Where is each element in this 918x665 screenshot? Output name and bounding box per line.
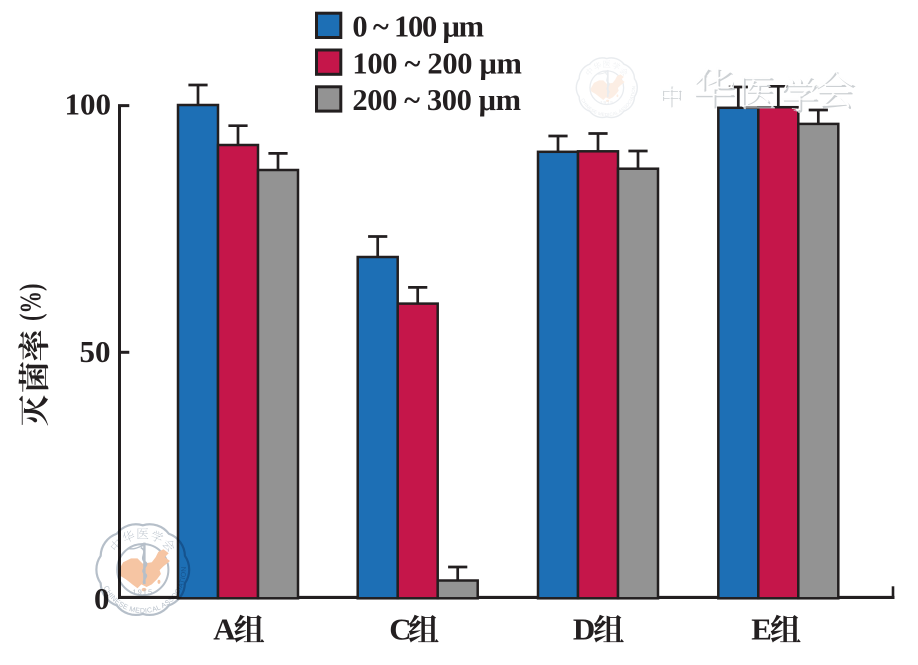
- svg-text:100: 100: [65, 87, 112, 122]
- svg-text:0 ~ 100 μm: 0 ~ 100 μm: [352, 10, 484, 44]
- svg-text:C: C: [389, 611, 411, 646]
- svg-text:1915: 1915: [132, 588, 153, 597]
- svg-text:200 ~ 300 μm: 200 ~ 300 μm: [352, 83, 521, 117]
- svg-text:0: 0: [94, 581, 110, 616]
- svg-text:1915: 1915: [600, 100, 614, 106]
- svg-text:D: D: [573, 611, 595, 646]
- svg-text:50: 50: [80, 334, 111, 369]
- svg-text:100 ~ 200 μm: 100 ~ 200 μm: [352, 46, 522, 80]
- svg-text:A: A: [213, 611, 236, 646]
- svg-text:(%): (%): [14, 284, 48, 322]
- svg-text:E: E: [751, 611, 772, 646]
